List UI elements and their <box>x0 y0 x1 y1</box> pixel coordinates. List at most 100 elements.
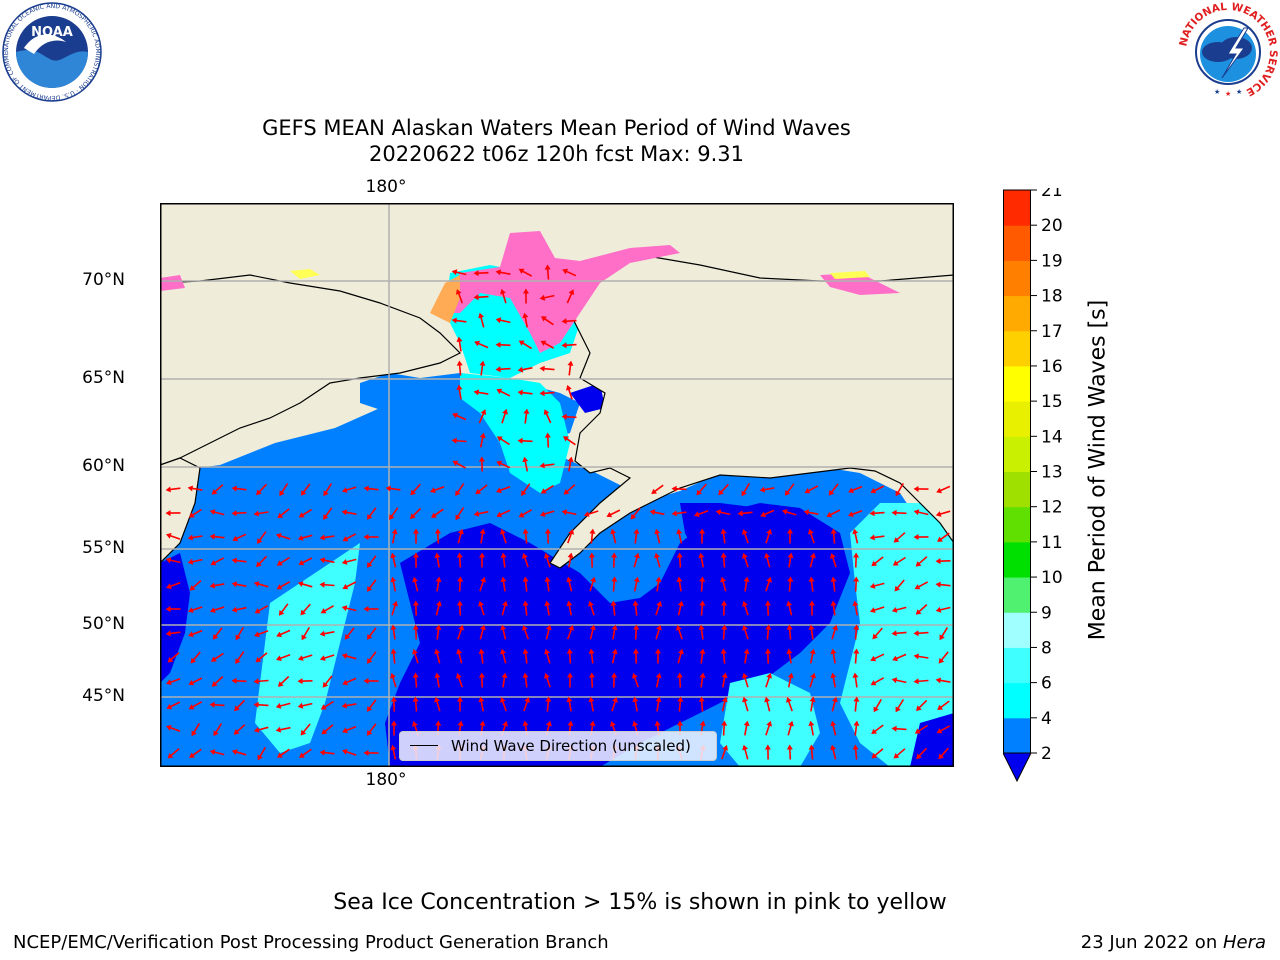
wave-direction-arrowhead <box>568 529 574 535</box>
wave-direction-arrowhead <box>297 702 304 709</box>
wave-direction-arrowhead <box>300 490 307 496</box>
wave-direction-arrowhead <box>568 625 574 631</box>
wave-direction-arrowhead <box>166 725 172 731</box>
wave-direction-arrowhead <box>764 696 770 703</box>
wave-direction-arrowhead <box>187 607 194 613</box>
wave-direction-arrowhead <box>676 528 683 535</box>
wave-direction-arrowhead <box>611 552 618 558</box>
wave-direction-arrowhead <box>187 558 194 565</box>
wave-direction-arrowhead <box>165 486 171 493</box>
wave-direction-arrowhead <box>759 486 766 493</box>
wave-direction-arrowhead <box>914 728 921 734</box>
wave-direction-arrowhead <box>212 634 219 640</box>
wave-direction-arrowhead <box>699 528 706 534</box>
sea-ice-far-west <box>160 275 185 291</box>
wave-direction-arrowhead <box>722 745 728 751</box>
wave-direction-arrowhead <box>320 608 327 614</box>
wave-direction-arrowhead <box>478 648 485 654</box>
wave-direction-arrowhead <box>434 696 440 703</box>
wave-direction-arrowhead <box>610 721 616 727</box>
wave-direction-arrowhead <box>254 608 261 614</box>
wave-direction-arrowhead <box>826 511 833 518</box>
wave-direction-arrowhead <box>848 511 854 517</box>
colorbar-block <box>1003 190 1031 226</box>
wave-direction-arrowhead <box>699 720 706 727</box>
wave-direction-arrowhead <box>852 672 859 678</box>
colorbar-tick-label: 17 <box>1041 322 1063 342</box>
wave-direction-arrowhead <box>366 514 373 520</box>
wave-direction-arrowhead <box>341 509 348 516</box>
wave-direction-arrowhead <box>412 576 418 583</box>
wave-direction-arrowhead <box>257 754 263 761</box>
wave-direction-arrowhead <box>253 727 260 733</box>
wave-direction-arrowhead <box>435 720 442 726</box>
sea-ice-chukchi-orange <box>430 275 460 323</box>
wave-direction-arrowhead <box>211 681 218 687</box>
wave-direction-arrowhead <box>457 720 464 726</box>
wave-direction-arrowhead <box>828 489 835 496</box>
wave-direction-arrowhead <box>832 624 838 631</box>
wave-direction-arrowhead <box>413 552 419 558</box>
wave-direction-arrowhead <box>808 744 815 750</box>
wave-direction-arrowhead <box>720 648 727 654</box>
wave-direction-arrowhead <box>671 485 677 492</box>
wave-direction-arrowhead <box>676 672 683 678</box>
wave-direction-arrowhead <box>895 490 901 497</box>
wave-direction-arrowhead <box>522 625 528 631</box>
colorbar-block <box>1003 365 1031 402</box>
wave-direction-arrowhead <box>523 288 529 294</box>
wave-direction-arrowhead <box>649 509 656 516</box>
wave-direction-arrowhead <box>895 706 901 713</box>
run-host: Hera <box>1222 932 1266 953</box>
wave-direction-arrowhead <box>809 600 815 606</box>
wave-direction-arrowhead <box>210 560 217 566</box>
lat-tick-60: 60°N <box>82 456 125 476</box>
wave-direction-arrowhead <box>561 318 567 325</box>
wave-direction-arrowhead <box>275 702 282 709</box>
wave-direction-arrowhead <box>764 648 771 654</box>
wave-direction-arrowhead <box>742 600 748 607</box>
wave-direction-arrowhead <box>188 631 194 637</box>
wave-direction-arrowhead <box>588 600 594 607</box>
wave-direction-arrowhead <box>721 624 728 630</box>
colorbar-tick-label: 12 <box>1041 498 1063 518</box>
wave-direction-arrowhead <box>253 510 259 517</box>
colorbar-block <box>1003 436 1031 472</box>
wave-direction-arrowhead <box>611 576 618 582</box>
colorbar-block <box>1003 717 1031 754</box>
colorbar-tick-label: 20 <box>1041 216 1063 236</box>
wave-direction-arrowhead <box>344 633 351 640</box>
wave-direction-arrowhead <box>166 583 172 589</box>
colorbar-tick-label: 8 <box>1041 638 1052 658</box>
wave-direction-arrowhead <box>235 658 241 664</box>
wave-direction-arrowhead <box>277 681 284 687</box>
chukotka-peninsula <box>160 274 462 466</box>
wave-direction-arrowhead <box>540 488 547 494</box>
wave-direction-arrowhead <box>209 533 215 540</box>
wave-direction-arrowhead <box>913 509 920 516</box>
wave-direction-arrowhead <box>496 460 503 467</box>
wave-direction-arrowhead <box>299 752 305 758</box>
wave-direction-arrowhead <box>935 677 941 684</box>
wave-direction-arrowhead <box>870 487 877 494</box>
wave-direction-arrowhead <box>341 702 347 709</box>
wave-direction-arrowhead <box>495 317 502 324</box>
wave-direction-arrowhead <box>458 528 464 535</box>
wave-direction-arrowhead <box>363 749 369 756</box>
colorbar-label: Mean Period of Wind Waves [s] <box>1085 299 1111 641</box>
wave-direction-arrowhead <box>566 600 573 607</box>
wave-direction-arrowhead <box>363 606 369 612</box>
wave-direction-arrowhead <box>392 600 398 607</box>
wave-direction-arrowhead <box>434 552 441 559</box>
wave-direction-arrowhead <box>671 510 677 517</box>
wave-direction-arrowhead <box>561 509 568 516</box>
wave-direction-arrowhead <box>566 576 573 583</box>
wave-direction-arrowhead <box>479 528 486 534</box>
producer-credit: NCEP/EMC/Verification Post Processing Pr… <box>13 932 609 953</box>
wave-direction-arrowhead <box>189 585 196 591</box>
wave-direction-arrowhead <box>852 528 859 535</box>
wave-direction-arrowhead <box>721 720 728 726</box>
wave-direction-arrowhead <box>589 528 596 534</box>
wave-direction-arrowhead <box>456 552 463 558</box>
wave-direction-arrowhead <box>781 509 788 515</box>
